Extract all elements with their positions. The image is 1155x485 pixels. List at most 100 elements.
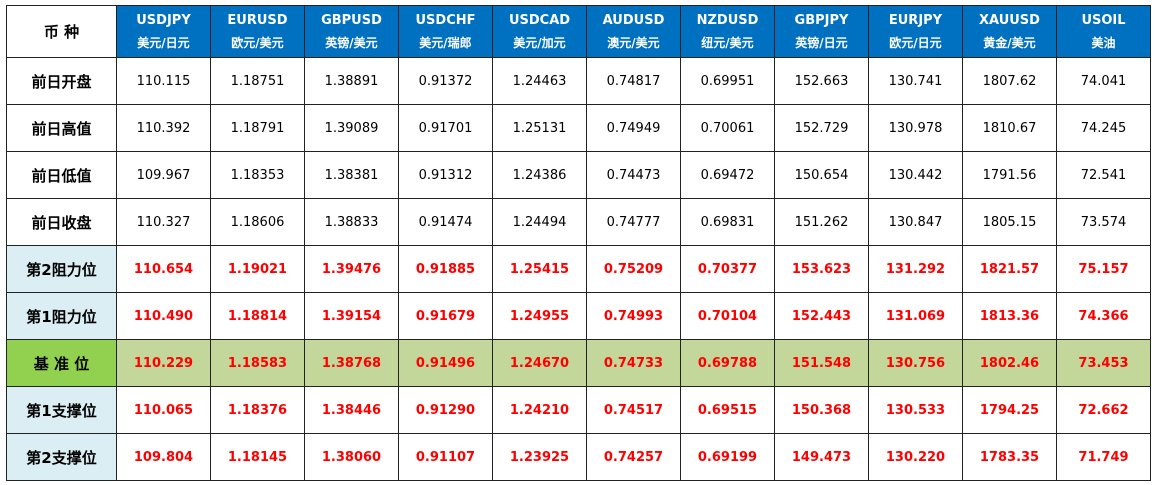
price-cell: 0.74949 <box>586 104 681 152</box>
price-cell: 130.756 <box>868 339 963 387</box>
data-row: 第2支撑位 109.804 1.18145 1.38060 0.91107 1.23925… <box>6 433 1151 481</box>
price-cell: 152.729 <box>774 104 869 152</box>
price-cell: 72.541 <box>1056 151 1151 199</box>
price-cell: 130.978 <box>868 104 963 152</box>
price-cell: 0.74733 <box>586 339 681 387</box>
pair-code: AUDUSD <box>602 12 665 28</box>
pair-name: 欧元/美元 <box>231 35 284 50</box>
column-header: XAUUSD 黄金/美元 <box>962 5 1057 58</box>
data-row: 前日低值 109.967 1.18353 1.38381 0.91312 1.24386 0… <box>6 151 1151 199</box>
price-cell: 0.74817 <box>586 57 681 105</box>
price-cell: 1.18583 <box>210 339 305 387</box>
price-cell: 0.69199 <box>680 433 775 481</box>
column-header: EURUSD 欧元/美元 <box>210 5 305 58</box>
price-cell: 74.041 <box>1056 57 1151 105</box>
price-cell: 0.91312 <box>398 151 493 199</box>
price-cell: 1.25415 <box>492 245 587 293</box>
price-cell: 71.749 <box>1056 433 1151 481</box>
data-row: 第1阻力位 110.490 1.18814 1.39154 0.91679 1.24955… <box>6 292 1151 340</box>
price-cell: 110.392 <box>116 104 211 152</box>
price-cell: 150.368 <box>774 386 869 434</box>
price-cell: 152.663 <box>774 57 869 105</box>
row-label: 前日收盘 <box>6 198 117 246</box>
price-cell: 110.115 <box>116 57 211 105</box>
price-cell: 1.38768 <box>304 339 399 387</box>
row-label: 第2支撑位 <box>6 433 117 481</box>
header-row: 币 种 USDJPY 美元/日元 EURUSD 欧元/美元 GBPUSD 英镑/美元 USD… <box>6 5 1151 58</box>
price-cell: 130.533 <box>868 386 963 434</box>
pair-code: XAUUSD <box>979 12 1040 28</box>
price-cell: 1802.46 <box>962 339 1057 387</box>
price-cell: 1805.15 <box>962 198 1057 246</box>
column-header: GBPUSD 英镑/美元 <box>304 5 399 58</box>
data-row: 前日开盘 110.115 1.18751 1.38891 0.91372 1.24463 0… <box>6 57 1151 105</box>
pair-name: 美元/日元 <box>137 35 190 50</box>
pair-code: USDJPY <box>136 12 191 28</box>
price-cell: 110.229 <box>116 339 211 387</box>
price-cell: 1.18791 <box>210 104 305 152</box>
price-cell: 72.662 <box>1056 386 1151 434</box>
price-cell: 0.74517 <box>586 386 681 434</box>
price-cell: 1.18353 <box>210 151 305 199</box>
price-cell: 1813.36 <box>962 292 1057 340</box>
price-cell: 1.23925 <box>492 433 587 481</box>
price-cell: 152.443 <box>774 292 869 340</box>
corner-header: 币 种 <box>6 5 117 58</box>
price-cell: 1794.25 <box>962 386 1057 434</box>
column-header: AUDUSD 澳元/美元 <box>586 5 681 58</box>
price-cell: 1783.35 <box>962 433 1057 481</box>
price-cell: 0.69831 <box>680 198 775 246</box>
price-cell: 73.453 <box>1056 339 1151 387</box>
price-cell: 1.18606 <box>210 198 305 246</box>
price-cell: 130.847 <box>868 198 963 246</box>
price-cell: 0.69788 <box>680 339 775 387</box>
price-cell: 1.24955 <box>492 292 587 340</box>
price-cell: 0.74473 <box>586 151 681 199</box>
price-cell: 110.654 <box>116 245 211 293</box>
pair-code: EURJPY <box>888 12 943 28</box>
price-cell: 0.70104 <box>680 292 775 340</box>
row-label: 第2阻力位 <box>6 245 117 293</box>
price-cell: 1.24210 <box>492 386 587 434</box>
price-cell: 1.18751 <box>210 57 305 105</box>
price-cell: 0.91107 <box>398 433 493 481</box>
price-cell: 75.157 <box>1056 245 1151 293</box>
price-cell: 1.18814 <box>210 292 305 340</box>
price-cell: 1.39089 <box>304 104 399 152</box>
price-cell: 1.18376 <box>210 386 305 434</box>
price-cell: 131.069 <box>868 292 963 340</box>
price-cell: 110.327 <box>116 198 211 246</box>
row-label: 前日低值 <box>6 151 117 199</box>
pair-code: EURUSD <box>227 12 288 28</box>
price-cell: 0.74993 <box>586 292 681 340</box>
row-label: 前日开盘 <box>6 57 117 105</box>
price-cell: 0.74777 <box>586 198 681 246</box>
price-cell: 151.548 <box>774 339 869 387</box>
data-row: 前日高值 110.392 1.18791 1.39089 0.91701 1.25131 0… <box>6 104 1151 152</box>
column-header: GBPJPY 英镑/日元 <box>774 5 869 58</box>
row-label: 基 准 位 <box>6 339 117 387</box>
price-cell: 1821.57 <box>962 245 1057 293</box>
price-cell: 110.490 <box>116 292 211 340</box>
price-cell: 149.473 <box>774 433 869 481</box>
price-cell: 1.19021 <box>210 245 305 293</box>
price-cell: 1.38833 <box>304 198 399 246</box>
price-cell: 0.70061 <box>680 104 775 152</box>
column-header: USOIL 美油 <box>1056 5 1151 58</box>
pair-code: USDCHF <box>415 12 476 28</box>
price-cell: 1.24463 <box>492 57 587 105</box>
pair-code: NZDUSD <box>696 12 759 28</box>
column-header: USDCHF 美元/瑞郎 <box>398 5 493 58</box>
price-cell: 109.804 <box>116 433 211 481</box>
data-row: 第1支撑位 110.065 1.18376 1.38446 0.91290 1.24210… <box>6 386 1151 434</box>
pair-name: 纽元/美元 <box>701 35 754 50</box>
price-cell: 0.91496 <box>398 339 493 387</box>
price-cell: 130.442 <box>868 151 963 199</box>
column-header: NZDUSD 纽元/美元 <box>680 5 775 58</box>
row-label: 第1阻力位 <box>6 292 117 340</box>
pair-name: 英镑/美元 <box>325 35 378 50</box>
price-cell: 0.69951 <box>680 57 775 105</box>
price-cell: 0.91290 <box>398 386 493 434</box>
price-cell: 1.38060 <box>304 433 399 481</box>
